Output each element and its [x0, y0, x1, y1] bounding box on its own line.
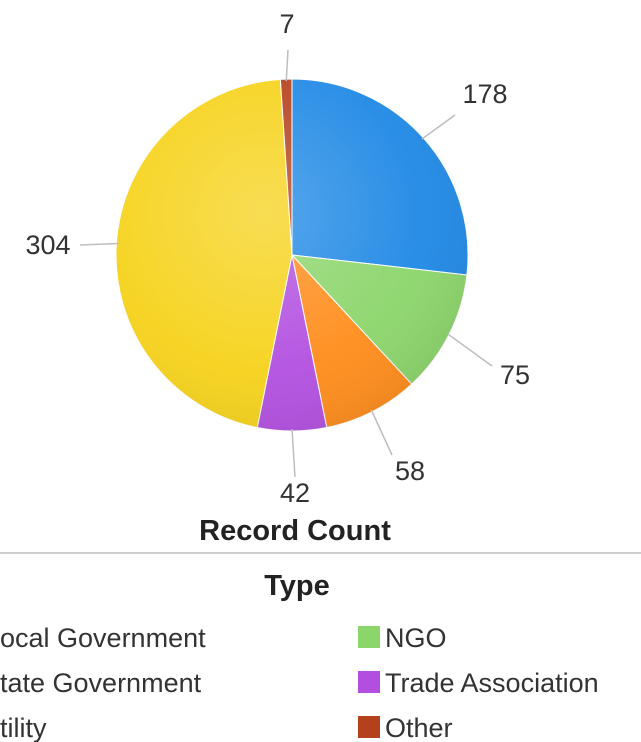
legend-label: ocal Government: [0, 623, 206, 653]
leader-lines: [79, 49, 493, 478]
legend-swatch: [358, 716, 380, 738]
pie-slice-local-government[interactable]: [291, 78, 469, 276]
legend-label: NGO: [385, 623, 447, 653]
value-labels: 178 75 58 42 304 7: [25, 9, 530, 508]
leader-line: [446, 332, 493, 367]
value-label: 304: [25, 230, 70, 260]
legend-label: Other: [385, 713, 453, 742]
leader-line: [421, 114, 456, 140]
legend-swatch: [358, 626, 380, 648]
leader-line: [79, 242, 119, 246]
value-label: 58: [395, 456, 425, 486]
value-label: 42: [280, 478, 310, 508]
value-label: 75: [500, 360, 530, 390]
value-axis-title: Record Count: [199, 515, 391, 547]
legend-label: tate Government: [0, 668, 202, 698]
legend-label: tility: [0, 713, 47, 742]
legend-label: Trade Association: [385, 668, 599, 698]
leader-line: [370, 409, 393, 456]
value-label: 7: [279, 9, 294, 39]
legend-title: Type: [264, 570, 330, 602]
value-label: 178: [462, 79, 507, 109]
pie-slice-utility[interactable]: [115, 78, 293, 429]
leader-line: [291, 428, 296, 478]
leader-line: [285, 49, 289, 82]
legend: ocal Government NGO tate Government Trade A…: [0, 623, 599, 742]
pie-slices: [115, 78, 469, 432]
legend-swatch: [358, 671, 380, 693]
